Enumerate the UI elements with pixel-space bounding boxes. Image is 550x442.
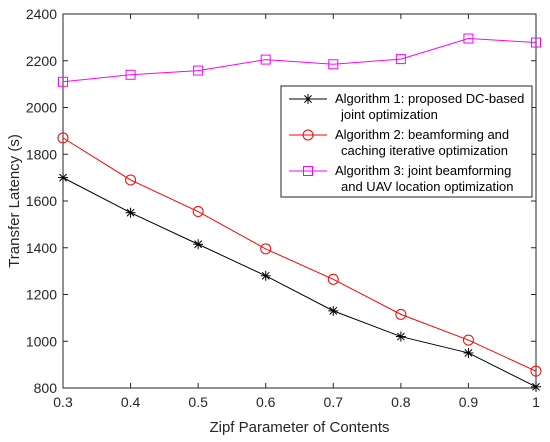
y-axis-title: Transfer Latency (s): [6, 134, 23, 268]
x-tick-label: 0.6: [256, 394, 276, 410]
y-tick-label: 2000: [26, 100, 57, 116]
series-2-point: [260, 243, 272, 255]
y-tick-label: 1800: [26, 146, 57, 162]
series-3-point: [328, 59, 339, 70]
y-tick-label: 1200: [26, 287, 57, 303]
axis-ticks: 0.3 0.4 0.5 0.6 0.7 0.8 0.9 1800100012001400160…: [26, 6, 540, 410]
x-tick-label: 0.5: [188, 394, 208, 410]
y-tick-label: 2400: [26, 6, 57, 22]
y-tick-label: 1400: [26, 240, 57, 256]
legend-swatch-marker: [302, 129, 314, 141]
y-tick-label: 800: [34, 380, 58, 396]
legend-label: caching iterative optimization: [341, 143, 508, 158]
x-tick-label: 0.3: [53, 394, 73, 410]
series-1-point: [260, 270, 271, 281]
series-1-point: [395, 331, 406, 342]
series-1-point: [531, 381, 541, 392]
series-3-point: [531, 37, 541, 48]
series-3-point: [463, 33, 474, 44]
series-1-point: [328, 305, 339, 316]
series-3-line: [62, 38, 537, 83]
x-tick-label: 0.9: [459, 394, 479, 410]
series-1-point: [125, 207, 136, 218]
series-3-point: [58, 76, 68, 87]
x-tick-label: 0.4: [121, 394, 141, 410]
series-1-point: [463, 347, 474, 358]
series-3: [58, 33, 541, 87]
legend-label: Algorithm 3: joint beamforming: [335, 163, 511, 178]
y-tick-label: 1600: [26, 193, 57, 209]
series-2-line: [62, 137, 537, 372]
x-tick-label: 0.8: [391, 394, 411, 410]
series-2-point: [395, 308, 407, 320]
series-1-point: [193, 239, 204, 250]
series-2-point: [125, 174, 137, 186]
series-3-point: [395, 54, 406, 65]
series-1-line: [62, 177, 537, 388]
series-1: [58, 172, 541, 392]
series-2-point: [192, 206, 204, 218]
series-3-point: [260, 54, 271, 65]
y-tick-label: 1000: [26, 333, 57, 349]
series-2-point: [57, 132, 69, 144]
legend-swatch-marker: [303, 94, 313, 104]
series-2-point: [327, 273, 339, 285]
series-layer: [57, 33, 542, 392]
series-3-point: [193, 65, 204, 76]
legend-label: Algorithm 2: beamforming and: [335, 127, 509, 142]
y-tick-label: 2200: [26, 53, 57, 69]
series-2-point: [462, 334, 474, 346]
series-2: [57, 132, 542, 377]
series-2-point: [530, 365, 542, 377]
series-3-point: [125, 69, 136, 80]
series-1-point: [58, 172, 68, 183]
plot-area: [62, 13, 537, 389]
legend-swatch-marker: [303, 166, 313, 176]
legend-label: Algorithm 1: proposed DC-based: [335, 91, 524, 106]
axes-box: [62, 13, 537, 389]
legend-box: [280, 85, 533, 198]
x-tick-label: 1: [532, 394, 540, 410]
legend-label: joint optimization: [340, 107, 438, 122]
x-tick-label: 0.7: [324, 394, 344, 410]
legend-label: and UAV location optimization: [341, 179, 513, 194]
x-axis-title: Zipf Parameter of Contents: [209, 419, 389, 436]
